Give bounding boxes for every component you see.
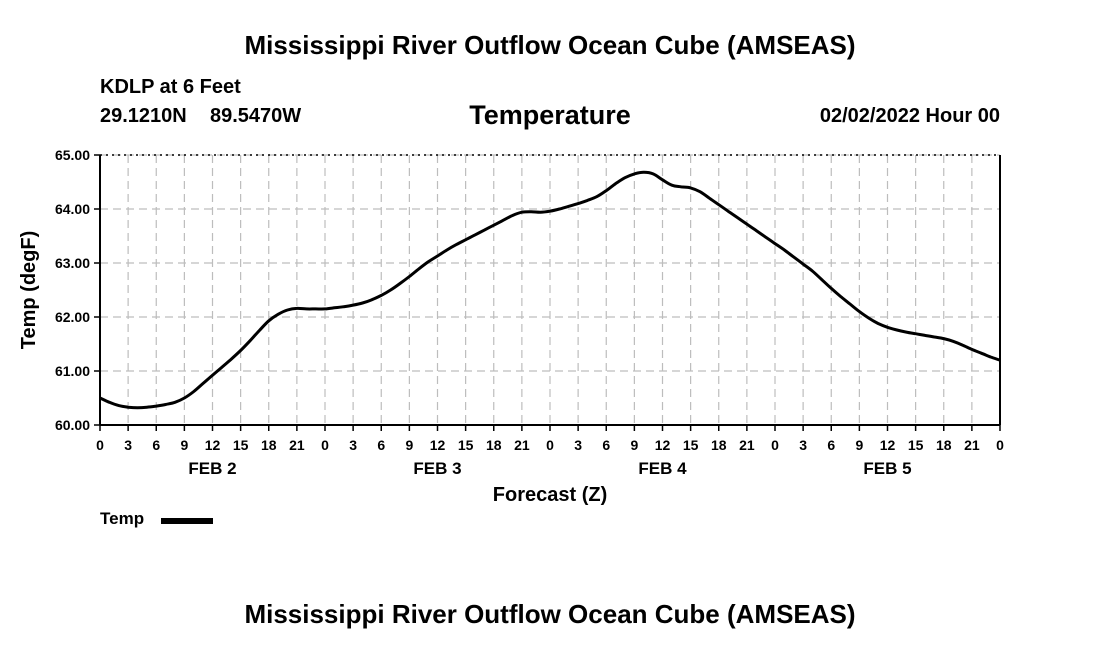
x-axis-title: Forecast (Z) — [493, 484, 607, 506]
y-tick-label: 62.00 — [55, 309, 90, 325]
legend-swatch — [161, 518, 213, 524]
y-tick-label: 60.00 — [55, 417, 90, 433]
x-tick-label: 6 — [377, 437, 385, 453]
legend-label: Temp — [100, 509, 145, 528]
x-tick-label: 9 — [180, 437, 188, 453]
day-label: FEB 3 — [413, 459, 461, 478]
x-tick-label: 0 — [996, 437, 1004, 453]
x-tick-label: 15 — [908, 437, 924, 453]
x-tick-label: 9 — [855, 437, 863, 453]
y-tick-label: 61.00 — [55, 363, 90, 379]
x-tick-label: 15 — [683, 437, 699, 453]
x-tick-label: 15 — [233, 437, 249, 453]
x-tick-label: 3 — [799, 437, 807, 453]
y-axis-title: Temp (degF) — [18, 231, 40, 350]
latitude-label: 29.1210N — [100, 105, 187, 127]
x-tick-label: 18 — [261, 437, 277, 453]
x-tick-label: 12 — [655, 437, 671, 453]
x-tick-label: 18 — [486, 437, 502, 453]
x-tick-label: 18 — [936, 437, 952, 453]
x-tick-label: 15 — [458, 437, 474, 453]
x-tick-label: 9 — [405, 437, 413, 453]
x-tick-label: 0 — [771, 437, 779, 453]
x-tick-label: 0 — [321, 437, 329, 453]
x-tick-label: 21 — [964, 437, 980, 453]
variable-title: Temperature — [469, 100, 631, 130]
day-label: FEB 2 — [188, 459, 236, 478]
y-tick-label: 65.00 — [55, 147, 90, 163]
series-layer — [99, 170, 1001, 410]
x-tick-label: 18 — [711, 437, 727, 453]
axes — [94, 154, 1001, 431]
x-tick-label: 9 — [630, 437, 638, 453]
x-tick-label: 6 — [152, 437, 160, 453]
x-tick-label: 3 — [574, 437, 582, 453]
x-tick-label: 21 — [739, 437, 755, 453]
x-tick-label: 3 — [349, 437, 357, 453]
x-tick-label: 0 — [546, 437, 554, 453]
series-line-temp — [99, 170, 1001, 410]
x-tick-label: 0 — [96, 437, 104, 453]
x-tick-label: 12 — [205, 437, 221, 453]
longitude-label: 89.5470W — [210, 105, 302, 127]
x-tick-label: 6 — [827, 437, 835, 453]
footer-title: Mississippi River Outflow Ocean Cube (AM… — [244, 599, 856, 629]
day-label: FEB 5 — [863, 459, 911, 478]
x-tick-label: 21 — [514, 437, 530, 453]
x-tick-label: 21 — [289, 437, 305, 453]
x-tick-label: 6 — [602, 437, 610, 453]
y-tick-label: 63.00 — [55, 255, 90, 271]
x-tick-label: 3 — [124, 437, 132, 453]
day-label: FEB 4 — [638, 459, 687, 478]
forecast-date: 02/02/2022 Hour 00 — [819, 105, 1000, 127]
chart-main-title: Mississippi River Outflow Ocean Cube (AM… — [244, 30, 856, 60]
axis-labels: 60.00 61.00 62.00 63.00 64.00 65.00 0 3 6 9 12 15 18… — [18, 147, 1004, 506]
y-tick-label: 64.00 — [55, 201, 90, 217]
station-label: KDLP at 6 Feet — [100, 76, 241, 98]
x-tick-label: 12 — [880, 437, 896, 453]
grid — [99, 154, 1001, 426]
x-tick-label: 12 — [430, 437, 446, 453]
